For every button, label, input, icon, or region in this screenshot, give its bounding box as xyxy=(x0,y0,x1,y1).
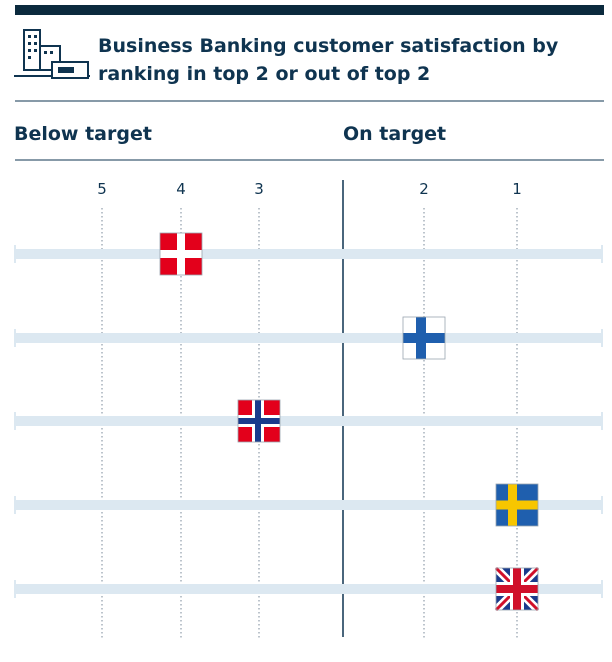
flag xyxy=(237,399,281,443)
flag-border xyxy=(402,316,446,360)
flag xyxy=(495,483,539,527)
row-cap xyxy=(14,496,16,514)
flag xyxy=(493,565,541,613)
flag xyxy=(159,232,203,276)
zone-label: On target xyxy=(343,123,446,145)
flag-cross xyxy=(403,333,445,343)
zone-label: Below target xyxy=(14,123,152,145)
row-cap xyxy=(601,245,603,263)
top-bar xyxy=(15,5,604,15)
flag-cross xyxy=(496,585,538,593)
row-cap xyxy=(14,412,16,430)
x-tick-label: 2 xyxy=(419,180,429,198)
row-cap xyxy=(601,329,603,347)
flag-border xyxy=(495,483,539,527)
flag-border xyxy=(237,399,281,443)
flag-cross xyxy=(160,250,202,258)
x-tick-label: 5 xyxy=(97,180,107,198)
row-cap xyxy=(14,329,16,347)
flag-cross xyxy=(496,500,538,510)
row-cap xyxy=(14,580,16,598)
chart-title: Business Banking customer satisfaction b… xyxy=(98,35,559,85)
x-tick-label: 4 xyxy=(176,180,186,198)
row-band xyxy=(15,333,603,343)
x-tick-label: 1 xyxy=(512,180,522,198)
row-band xyxy=(15,416,603,426)
building-icon xyxy=(14,29,90,79)
row-cap xyxy=(601,580,603,598)
row-band xyxy=(15,500,603,510)
row-cap xyxy=(14,245,16,263)
flag-border xyxy=(495,567,539,611)
flag xyxy=(402,316,446,360)
x-tick-label: 3 xyxy=(254,180,264,198)
row-band xyxy=(15,249,603,259)
row-band xyxy=(15,584,603,594)
row-cap xyxy=(601,496,603,514)
flag-border xyxy=(159,232,203,276)
flag-cross xyxy=(238,418,280,424)
row-cap xyxy=(601,412,603,430)
